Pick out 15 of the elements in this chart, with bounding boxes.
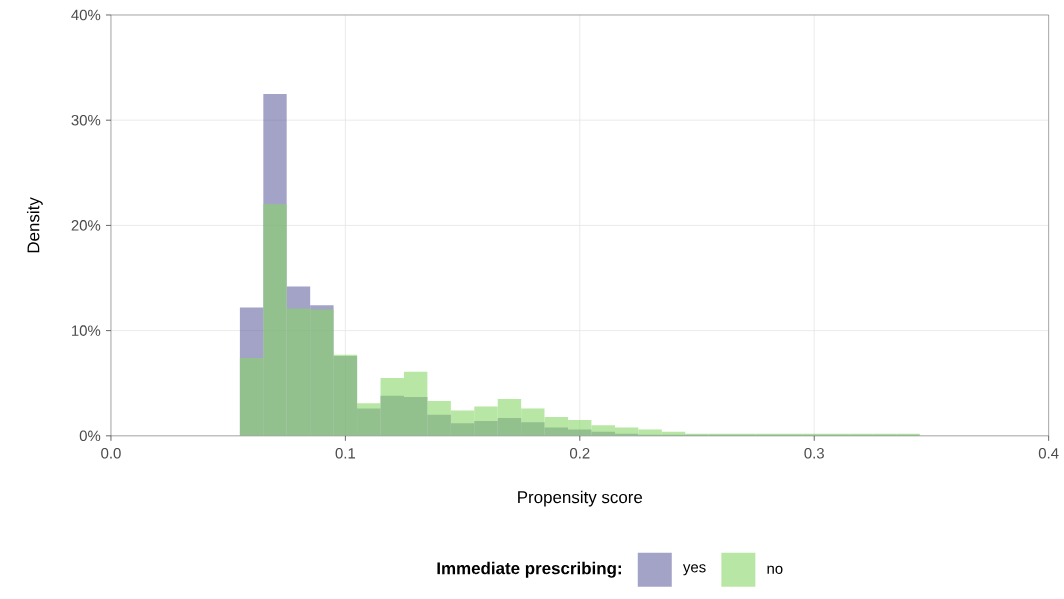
x-tick-label: 0.1 xyxy=(335,448,356,459)
x-tick-label: 0.2 xyxy=(570,448,590,459)
legend-label: no xyxy=(767,565,783,574)
x-tick-label: 0.3 xyxy=(804,448,824,459)
legend-label: yes xyxy=(682,564,706,576)
y-tick-label: 30% xyxy=(71,115,101,126)
x-axis-title: Propensity score xyxy=(518,490,643,507)
x-tick-label: 0.4 xyxy=(1038,448,1059,459)
y-axis-title: Density xyxy=(26,197,43,253)
y-tick-label: 10% xyxy=(72,325,101,337)
y-tick-label: 40% xyxy=(71,9,101,21)
legend-title: Immediate prescribing: xyxy=(437,561,621,578)
x-tick-label: 0.0 xyxy=(101,448,121,459)
y-tick-label: 0% xyxy=(79,430,101,442)
y-tick-label: 20% xyxy=(71,220,101,231)
